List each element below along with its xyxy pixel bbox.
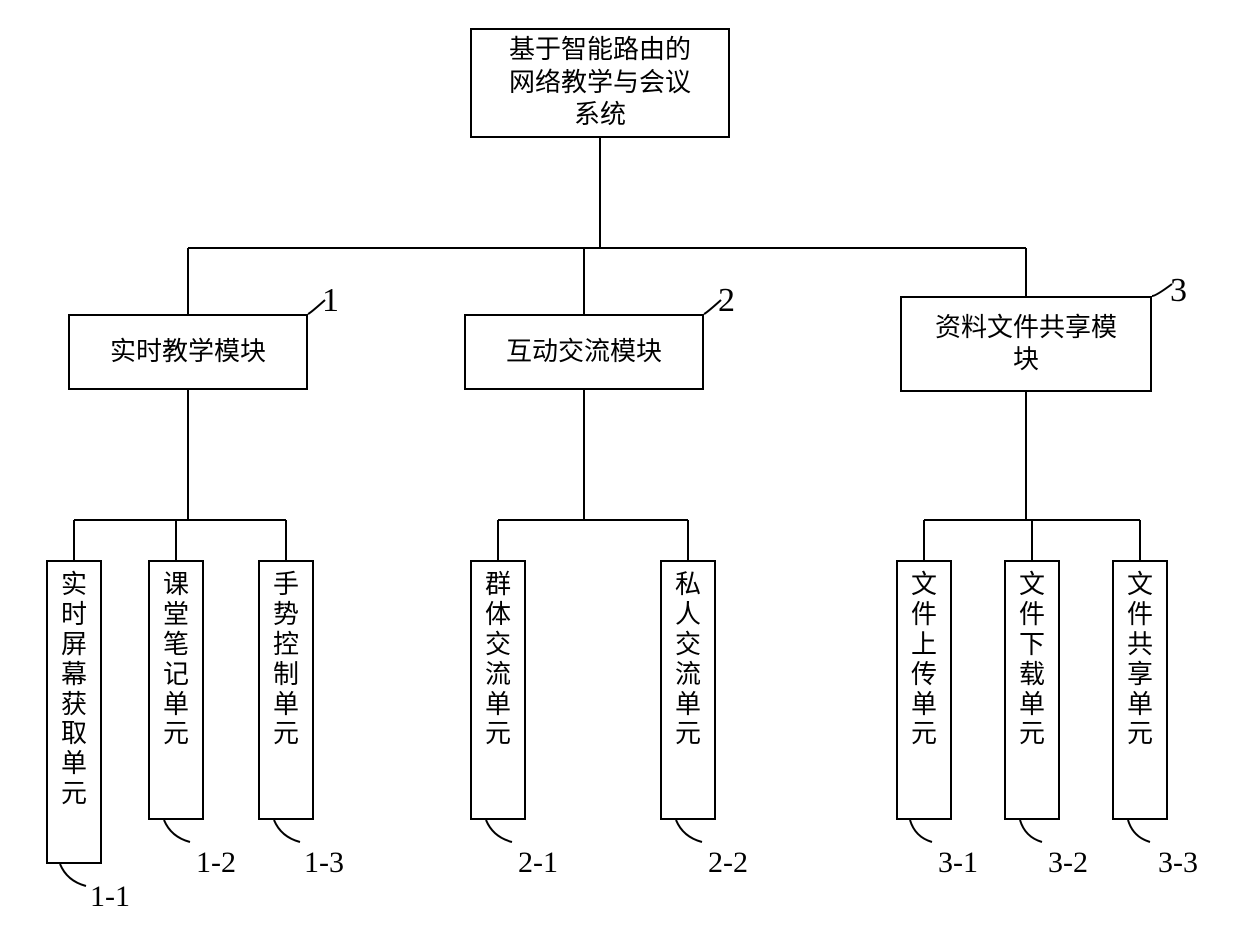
unit-2-1-num: 2-1 bbox=[518, 846, 558, 880]
module-m2: 互动交流模块 bbox=[464, 314, 704, 390]
module-m1: 实时教学模块 bbox=[68, 314, 308, 390]
unit-2-2-num: 2-2 bbox=[708, 846, 748, 880]
root-node: 基于智能路由的网络教学与会议系统 bbox=[470, 28, 730, 138]
unit-1-2-num: 1-2 bbox=[196, 846, 236, 880]
module-m2-num: 2 bbox=[718, 282, 735, 320]
unit-2-2: 私人交流单元 bbox=[660, 560, 716, 820]
unit-2-1: 群体交流单元 bbox=[470, 560, 526, 820]
module-m3-num: 3 bbox=[1170, 272, 1187, 310]
unit-3-3: 文件共享单元 bbox=[1112, 560, 1168, 820]
unit-3-1-num: 3-1 bbox=[938, 846, 978, 880]
module-m3: 资料文件共享模块 bbox=[900, 296, 1152, 392]
module-m1-num: 1 bbox=[322, 282, 339, 320]
unit-3-2-num: 3-2 bbox=[1048, 846, 1088, 880]
unit-3-1: 文件上传单元 bbox=[896, 560, 952, 820]
unit-1-3: 手势控制单元 bbox=[258, 560, 314, 820]
unit-1-1: 实时屏幕获取单元 bbox=[46, 560, 102, 864]
unit-1-3-num: 1-3 bbox=[304, 846, 344, 880]
unit-3-3-num: 3-3 bbox=[1158, 846, 1198, 880]
unit-1-1-num: 1-1 bbox=[90, 880, 130, 914]
unit-1-2: 课堂笔记单元 bbox=[148, 560, 204, 820]
unit-3-2: 文件下载单元 bbox=[1004, 560, 1060, 820]
diagram-canvas: 基于智能路由的网络教学与会议系统实时教学模块 1 实时屏幕获取单元 1-1 课堂笔记单元… bbox=[0, 0, 1240, 943]
